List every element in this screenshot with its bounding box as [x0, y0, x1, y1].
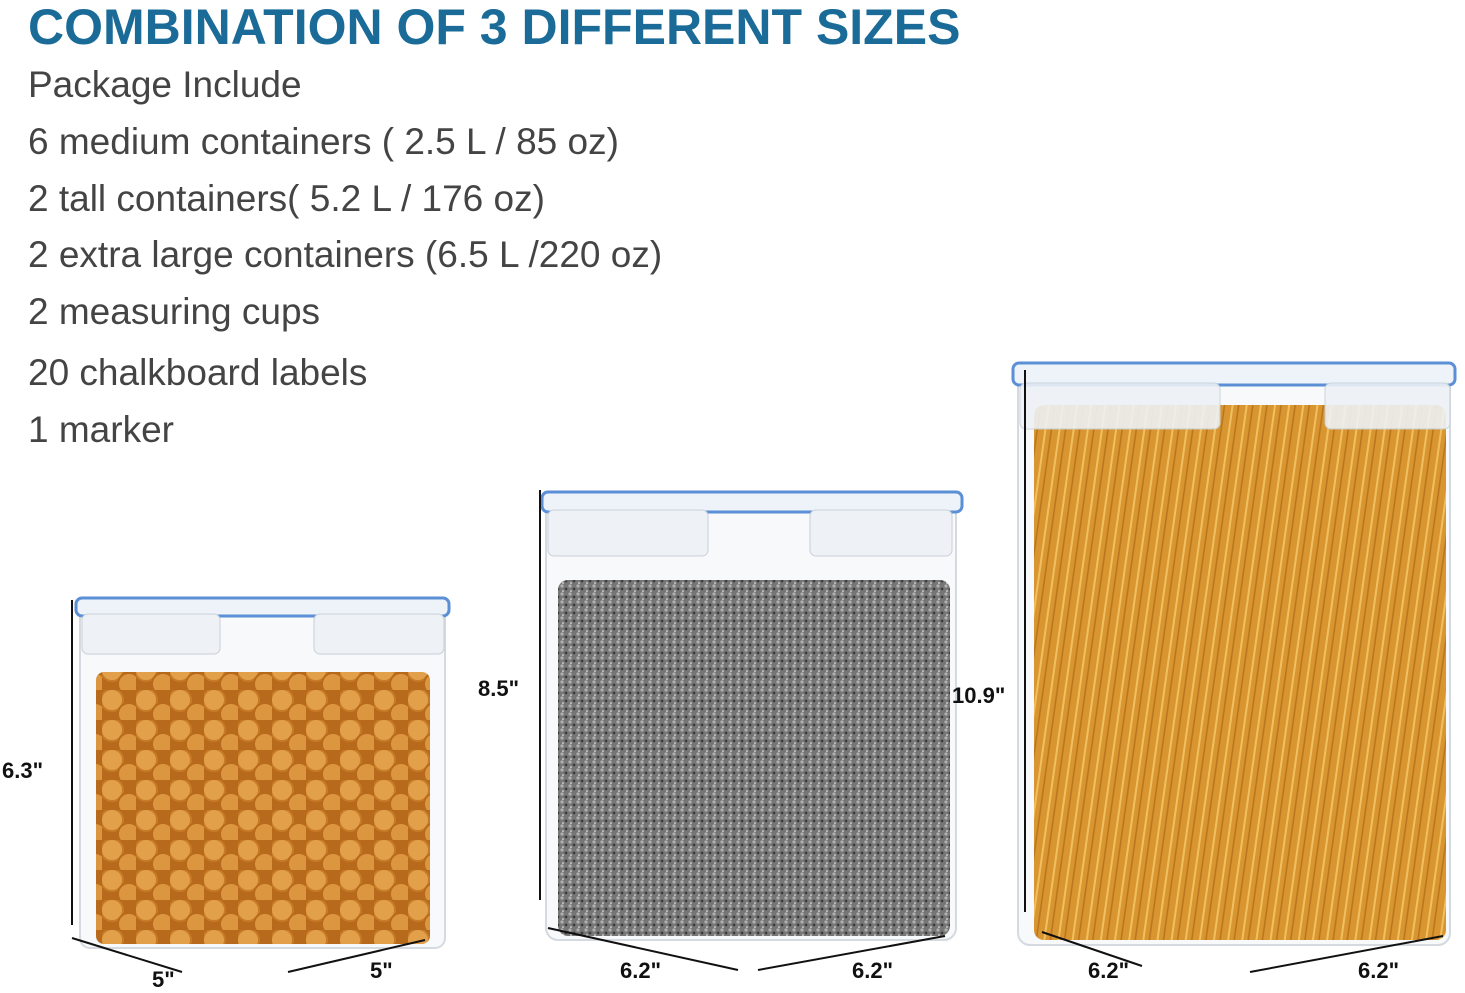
width-label: 6.2"	[1088, 958, 1130, 983]
width-label: 5"	[152, 967, 175, 992]
page-title: COMBINATION OF 3 DIFFERENT SIZES	[28, 0, 961, 55]
package-item: 2 extra large containers (6.5 L /220 oz)	[28, 234, 663, 275]
width-label: 6.2"	[620, 958, 662, 983]
tall-container	[540, 490, 964, 941]
package-item: 2 measuring cups	[28, 291, 321, 332]
depth-label: 6.2"	[1358, 958, 1400, 983]
package-item: 20 chalkboard labels	[28, 352, 368, 393]
package-item: 2 tall containers( 5.2 L / 176 oz)	[28, 178, 545, 219]
lid	[540, 490, 964, 514]
extra-large-container	[1011, 361, 1457, 946]
package-heading: Package Include	[28, 64, 302, 105]
medium-container	[74, 596, 451, 949]
height-label: 6.3"	[2, 758, 44, 783]
package-item: 6 medium containers ( 2.5 L / 85 oz)	[28, 121, 619, 162]
dimension-arrows	[71, 370, 1444, 973]
height-label: 8.5"	[478, 676, 520, 701]
package-item: 1 marker	[28, 409, 174, 450]
depth-label: 5"	[370, 958, 393, 983]
lid	[1011, 361, 1457, 387]
lid	[74, 596, 451, 618]
depth-label: 6.2"	[852, 958, 894, 983]
height-label: 10.9"	[952, 683, 1006, 708]
